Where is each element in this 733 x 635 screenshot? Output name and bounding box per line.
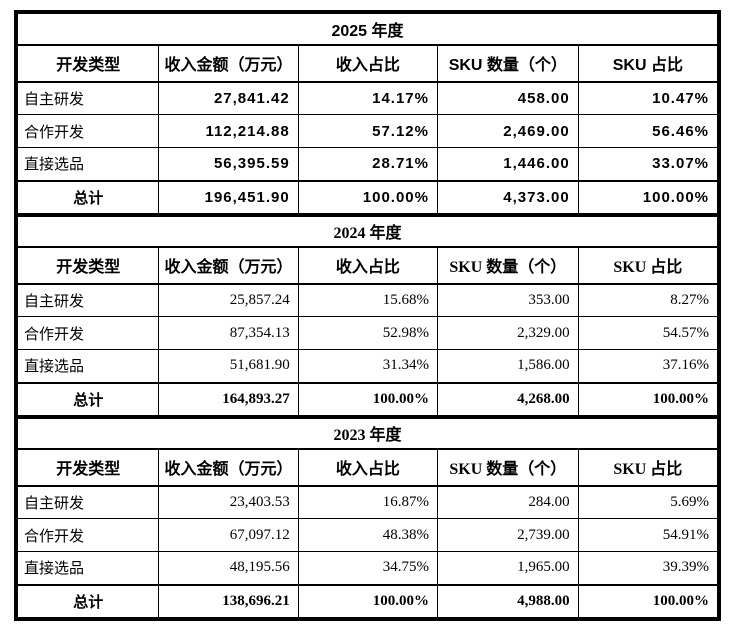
total-revenue-share-cell: 100.00% [297, 583, 438, 618]
sku-count-cell: 2,469.00 [436, 114, 579, 148]
table-row: 自主研发 23,403.53 16.87% 284.00 5.69% [16, 485, 719, 519]
revenue-cell: 56,395.59 [158, 147, 299, 181]
table-row: 直接选品 56,395.59 28.71% 1,446.00 33.07% [16, 147, 719, 181]
sku-share-cell: 39.39% [577, 551, 719, 585]
revenue-share-cell: 14.17% [297, 81, 438, 115]
col-header-dev-type: 开发类型 [16, 448, 160, 487]
sku-share-cell: 56.46% [577, 114, 719, 148]
revenue-share-cell: 15.68% [297, 283, 438, 317]
sku-count-cell: 458.00 [436, 81, 579, 115]
total-sku-count-cell: 4,373.00 [436, 179, 579, 214]
year-section-2025: 2025 年度 开发类型 收入金额（万元） 收入占比 SKU 数量（个） SKU… [16, 13, 719, 214]
sku-share-cell: 54.57% [577, 316, 719, 350]
col-header-sku-count: SKU 数量（个） [436, 246, 579, 285]
col-header-revenue: 收入金额（万元） [158, 448, 299, 487]
sku-count-cell: 284.00 [436, 485, 579, 519]
total-label: 总计 [16, 179, 160, 214]
row-label: 直接选品 [16, 147, 160, 181]
revenue-cell: 48,195.56 [158, 551, 299, 585]
row-label: 合作开发 [16, 114, 160, 148]
sku-share-cell: 37.16% [577, 349, 719, 383]
revenue-cell: 87,354.13 [158, 316, 299, 350]
table-row: 直接选品 51,681.90 31.34% 1,586.00 37.16% [16, 349, 719, 383]
col-header-sku-share: SKU 占比 [577, 448, 719, 487]
col-header-revenue: 收入金额（万元） [158, 246, 299, 285]
col-header-revenue: 收入金额（万元） [158, 44, 299, 83]
revenue-share-cell: 16.87% [297, 485, 438, 519]
row-label: 自主研发 [16, 81, 160, 115]
sku-share-cell: 54.91% [577, 518, 719, 552]
sku-share-cell: 33.07% [577, 147, 719, 181]
sku-count-cell: 2,739.00 [436, 518, 579, 552]
revenue-cell: 67,097.12 [158, 518, 299, 552]
revenue-share-cell: 48.38% [297, 518, 438, 552]
revenue-sku-table: 2025 年度 开发类型 收入金额（万元） 收入占比 SKU 数量（个） SKU… [14, 10, 721, 621]
row-label: 合作开发 [16, 316, 160, 350]
total-revenue-cell: 138,696.21 [158, 583, 299, 618]
revenue-cell: 23,403.53 [158, 485, 299, 519]
row-label: 自主研发 [16, 485, 160, 519]
total-sku-share-cell: 100.00% [577, 381, 719, 416]
col-header-sku-share: SKU 占比 [577, 44, 719, 83]
total-revenue-cell: 164,893.27 [158, 381, 299, 416]
revenue-cell: 112,214.88 [158, 114, 299, 148]
total-revenue-share-cell: 100.00% [297, 179, 438, 214]
revenue-share-cell: 31.34% [297, 349, 438, 383]
sku-count-cell: 353.00 [436, 283, 579, 317]
total-label: 总计 [16, 381, 160, 416]
revenue-share-cell: 57.12% [297, 114, 438, 148]
year-title: 2025 年度 [17, 13, 718, 46]
col-header-sku-count: SKU 数量（个） [436, 448, 579, 487]
sku-count-cell: 1,586.00 [436, 349, 579, 383]
total-label: 总计 [16, 583, 160, 618]
table-row: 自主研发 25,857.24 15.68% 353.00 8.27% [16, 283, 719, 317]
total-row: 总计 164,893.27 100.00% 4,268.00 100.00% [16, 381, 719, 416]
total-sku-count-cell: 4,268.00 [436, 381, 579, 416]
revenue-share-cell: 28.71% [297, 147, 438, 181]
year-title: 2024 年度 [17, 215, 718, 248]
sku-count-cell: 1,965.00 [436, 551, 579, 585]
total-revenue-cell: 196,451.90 [158, 179, 299, 214]
col-header-dev-type: 开发类型 [16, 44, 160, 83]
total-sku-count-cell: 4,988.00 [436, 583, 579, 618]
revenue-share-cell: 52.98% [297, 316, 438, 350]
revenue-cell: 51,681.90 [158, 349, 299, 383]
table-row: 合作开发 87,354.13 52.98% 2,329.00 54.57% [16, 316, 719, 350]
sku-share-cell: 10.47% [577, 81, 719, 115]
col-header-revenue-share: 收入占比 [297, 246, 438, 285]
row-label: 合作开发 [16, 518, 160, 552]
col-header-revenue-share: 收入占比 [297, 44, 438, 83]
total-sku-share-cell: 100.00% [577, 179, 719, 214]
table-row: 合作开发 67,097.12 48.38% 2,739.00 54.91% [16, 518, 719, 552]
total-row: 总计 138,696.21 100.00% 4,988.00 100.00% [16, 583, 719, 618]
total-revenue-share-cell: 100.00% [297, 381, 438, 416]
table-row: 合作开发 112,214.88 57.12% 2,469.00 56.46% [16, 114, 719, 148]
sku-share-cell: 8.27% [577, 283, 719, 317]
total-row: 总计 196,451.90 100.00% 4,373.00 100.00% [16, 179, 719, 214]
row-label: 自主研发 [16, 283, 160, 317]
col-header-dev-type: 开发类型 [16, 246, 160, 285]
col-header-sku-count: SKU 数量（个） [436, 44, 579, 83]
revenue-cell: 27,841.42 [158, 81, 299, 115]
sku-count-cell: 1,446.00 [436, 147, 579, 181]
year-section-2024: 2024 年度 开发类型 收入金额（万元） 收入占比 SKU 数量（个） SKU… [16, 214, 719, 416]
year-title: 2023 年度 [17, 417, 718, 450]
row-label: 直接选品 [16, 349, 160, 383]
total-sku-share-cell: 100.00% [577, 583, 719, 618]
row-label: 直接选品 [16, 551, 160, 585]
table-row: 直接选品 48,195.56 34.75% 1,965.00 39.39% [16, 551, 719, 585]
year-section-2023: 2023 年度 开发类型 收入金额（万元） 收入占比 SKU 数量（个） SKU… [16, 416, 719, 618]
sku-count-cell: 2,329.00 [436, 316, 579, 350]
table-row: 自主研发 27,841.42 14.17% 458.00 10.47% [16, 81, 719, 115]
revenue-cell: 25,857.24 [158, 283, 299, 317]
sku-share-cell: 5.69% [577, 485, 719, 519]
col-header-sku-share: SKU 占比 [577, 246, 719, 285]
col-header-revenue-share: 收入占比 [297, 448, 438, 487]
revenue-share-cell: 34.75% [297, 551, 438, 585]
